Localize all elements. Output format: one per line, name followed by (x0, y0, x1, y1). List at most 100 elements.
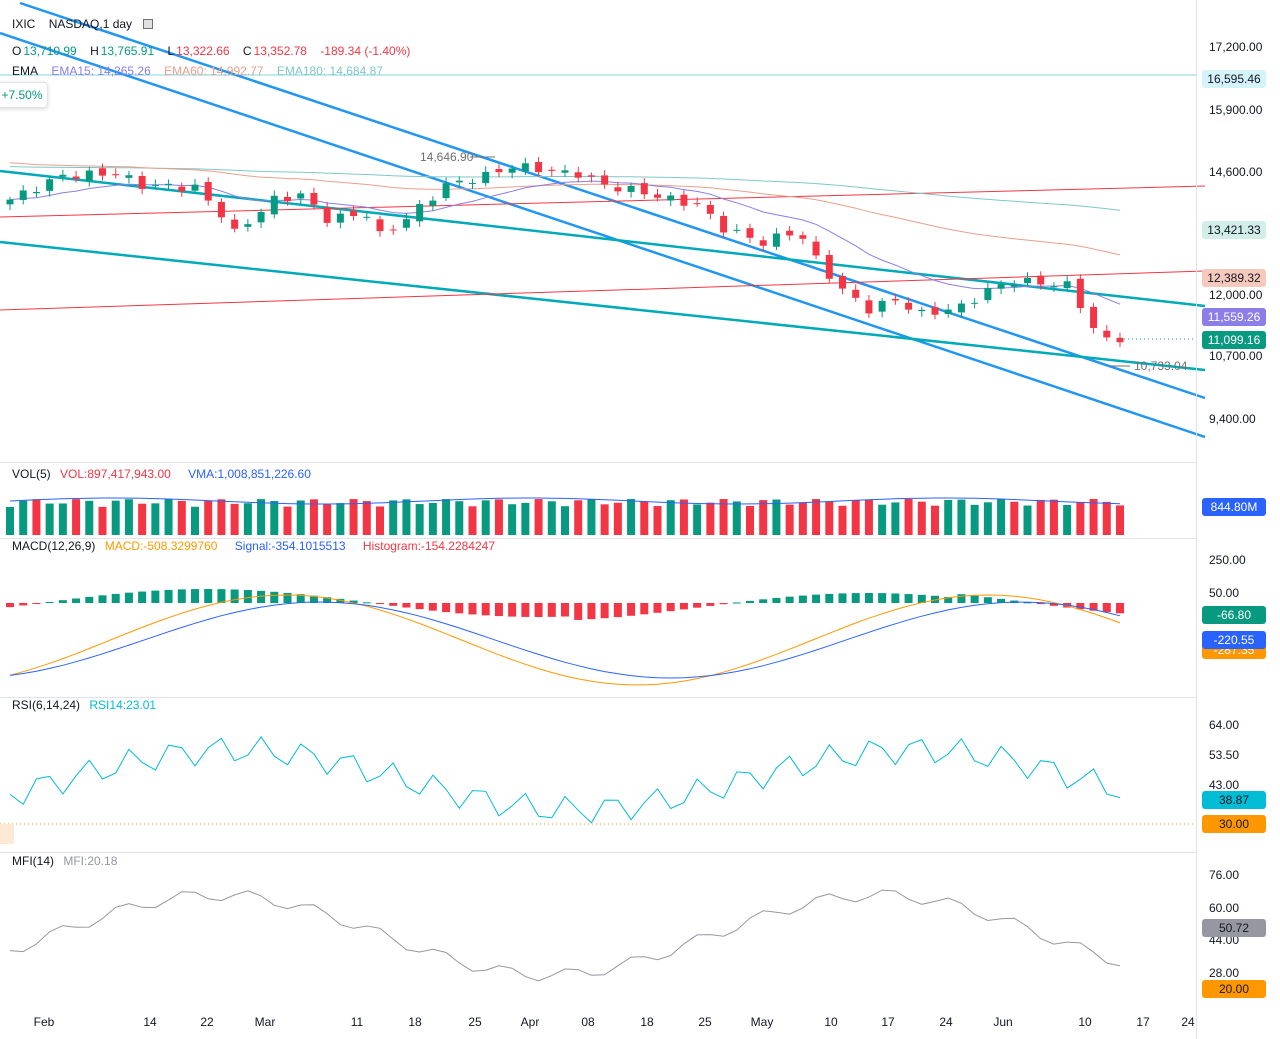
volume-bar (878, 504, 887, 535)
volume-bar (257, 499, 266, 535)
volume-badge: 844.80M (1202, 498, 1266, 516)
macd-title: MACD(12,26,9) (12, 539, 96, 553)
candle-body (587, 175, 595, 177)
candle-body (957, 303, 965, 313)
volume-bar (6, 507, 14, 535)
candle-body (297, 193, 305, 199)
macd-histogram-bar (508, 603, 517, 617)
candle-body (865, 300, 873, 314)
volume-bar (600, 504, 609, 535)
macd-histogram-bar (217, 589, 226, 603)
volume-bar (812, 499, 821, 535)
percent-tag[interactable]: +7.50% (0, 82, 48, 108)
volume-bar (891, 502, 900, 535)
candle-body (442, 183, 450, 199)
volume-bar (138, 503, 147, 535)
volume-bar (1023, 505, 1032, 535)
macd-histogram-bar (1036, 603, 1045, 605)
macd-badge-signal: -220.55 (1202, 631, 1266, 649)
symbol-ticker[interactable]: IXIC (12, 17, 36, 31)
volume-bar (983, 502, 992, 535)
candle-body (270, 195, 278, 215)
price-axis-label: 12,000.00 (1209, 288, 1263, 302)
candle-body (125, 175, 133, 178)
volume-bar (997, 499, 1006, 535)
candle-body (99, 168, 106, 176)
volume-bar (124, 499, 133, 535)
volume-bar (442, 499, 451, 535)
time-axis-label: Mar (255, 1015, 276, 1029)
volume-bar (904, 499, 913, 535)
volume-bar (772, 499, 781, 535)
candle-body (746, 228, 754, 238)
macd-histogram-bar (111, 593, 120, 603)
candle-body (733, 229, 741, 231)
macd-histogram-bar (1116, 603, 1124, 614)
macd-histogram-bar (204, 589, 213, 603)
low-value: 13,322.66 (176, 44, 230, 58)
candle-body (1010, 284, 1018, 287)
candle-body (191, 184, 199, 191)
volume-bar (746, 505, 754, 535)
macd-histogram-bar (389, 603, 398, 606)
change-value: -189.34 (-1.40%) (320, 44, 411, 58)
candle-body (825, 255, 833, 279)
macd-histogram-bar (177, 589, 186, 603)
candle-body (416, 204, 424, 222)
signal-value: Signal:-354.1015513 (234, 539, 346, 553)
macd-histogram-bar (561, 603, 569, 617)
macd-histogram-bar (746, 600, 754, 603)
volume-bar (389, 500, 398, 535)
macd-histogram-bar (468, 603, 477, 615)
macd-histogram-bar (997, 598, 1006, 603)
low-marker-label: 10,733.04 (1134, 359, 1188, 373)
ema-label: EMA (12, 64, 39, 78)
macd-histogram-bar (455, 603, 464, 614)
candle-body (389, 229, 397, 231)
volume-bar (653, 506, 662, 535)
candle-body (839, 276, 846, 289)
candle-body (786, 230, 794, 236)
volume-bar (349, 499, 358, 535)
trend-line-teal-upper (0, 169, 1206, 308)
volume-bar (191, 506, 199, 535)
volume-bar (627, 499, 636, 535)
macd-histogram-bar (72, 598, 81, 603)
volume-bar (759, 500, 768, 535)
candle-body (204, 181, 212, 201)
pane-separator-mfi (0, 852, 1196, 853)
rsi-badge-level: 30.00 (1202, 815, 1266, 833)
candle-body (1050, 286, 1058, 288)
time-axis-label: 24 (939, 1015, 953, 1029)
candle-body (535, 162, 543, 173)
time-axis-label: 24 (1181, 1015, 1195, 1029)
ema15-value: EMA15: 14,265.26 (51, 64, 151, 78)
macd-histogram-bar (124, 592, 133, 603)
macd-histogram-bar (98, 595, 107, 603)
macd-histogram-bar (587, 603, 596, 620)
macd-histogram-bar (944, 596, 953, 603)
time-axis-label: 11 (351, 1015, 364, 1029)
candle-body (19, 190, 27, 200)
rsi-axis-label: 43.00 (1209, 778, 1239, 792)
menu-icon[interactable] (143, 19, 154, 29)
macd-histogram-bar (772, 597, 781, 603)
volume-bar (666, 500, 675, 535)
macd-histogram-bar (376, 603, 384, 605)
candle-body (706, 204, 714, 214)
volume-bar (58, 503, 67, 535)
candle-body (918, 309, 926, 312)
rsi-badge-value: 38.87 (1202, 791, 1266, 809)
candle-body (997, 284, 1005, 289)
candle-body (46, 179, 54, 191)
candle-body (112, 174, 120, 176)
macd-histogram-bar (600, 603, 609, 619)
candle-body (574, 172, 582, 178)
volume-bar (362, 501, 371, 535)
macd-histogram-bar (653, 603, 662, 613)
pane-separator-volume (0, 462, 1196, 463)
high-marker-label: 14,646.90 (420, 150, 474, 164)
macd-histogram-bar (362, 602, 371, 604)
macd-histogram-bar (878, 593, 887, 603)
